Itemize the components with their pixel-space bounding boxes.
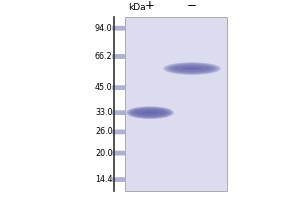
Ellipse shape xyxy=(132,108,168,117)
Ellipse shape xyxy=(166,63,218,74)
FancyBboxPatch shape xyxy=(112,177,126,182)
Ellipse shape xyxy=(134,109,166,116)
Ellipse shape xyxy=(163,62,221,75)
Text: 33.0: 33.0 xyxy=(95,108,112,117)
Ellipse shape xyxy=(142,111,159,114)
Bar xyxy=(124,17,226,191)
FancyBboxPatch shape xyxy=(112,85,126,90)
Ellipse shape xyxy=(168,64,216,73)
Text: 14.4: 14.4 xyxy=(95,175,112,184)
Text: 45.0: 45.0 xyxy=(95,83,112,92)
FancyBboxPatch shape xyxy=(112,151,126,155)
Ellipse shape xyxy=(182,67,202,70)
Ellipse shape xyxy=(170,64,214,73)
Ellipse shape xyxy=(136,110,164,115)
Text: 26.0: 26.0 xyxy=(95,127,112,136)
Text: 66.2: 66.2 xyxy=(95,52,112,61)
Ellipse shape xyxy=(172,65,212,72)
Ellipse shape xyxy=(128,107,172,118)
Text: 94.0: 94.0 xyxy=(95,24,112,33)
Ellipse shape xyxy=(175,66,209,71)
Text: +: + xyxy=(145,0,155,12)
Ellipse shape xyxy=(126,106,174,119)
FancyBboxPatch shape xyxy=(112,54,126,59)
Ellipse shape xyxy=(130,108,170,118)
Text: kDa: kDa xyxy=(128,3,145,12)
Text: 20.0: 20.0 xyxy=(95,149,112,158)
FancyBboxPatch shape xyxy=(112,26,126,31)
FancyBboxPatch shape xyxy=(112,110,126,115)
Text: −: − xyxy=(187,0,197,12)
FancyBboxPatch shape xyxy=(112,130,126,134)
